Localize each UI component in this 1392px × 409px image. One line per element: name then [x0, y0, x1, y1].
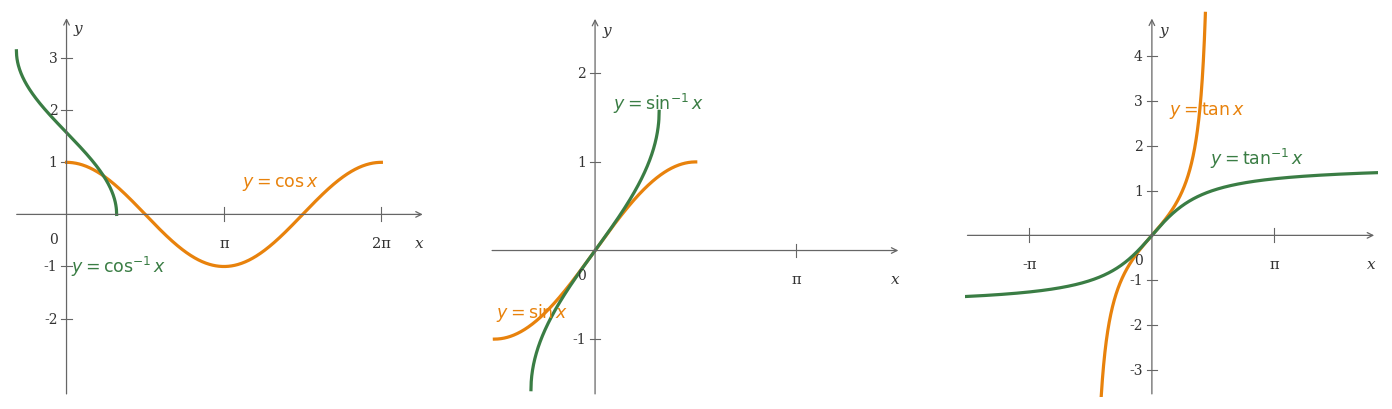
Text: 2: 2	[49, 104, 57, 118]
Text: 0: 0	[578, 268, 586, 282]
Text: -1: -1	[1129, 274, 1143, 288]
Text: 0: 0	[1134, 253, 1143, 267]
Text: 2π: 2π	[372, 236, 391, 250]
Text: $y = \cos^{-1} x$: $y = \cos^{-1} x$	[71, 254, 166, 278]
Text: 2: 2	[578, 67, 586, 81]
Text: -2: -2	[45, 312, 57, 326]
Text: π: π	[219, 236, 228, 250]
Text: y: y	[603, 24, 611, 38]
Text: x: x	[1367, 257, 1375, 271]
Text: $y = \sin^{-1} x$: $y = \sin^{-1} x$	[612, 92, 704, 115]
Text: π: π	[1270, 257, 1279, 271]
Text: 3: 3	[49, 52, 57, 66]
Text: 3: 3	[1134, 95, 1143, 109]
Text: 4: 4	[1134, 50, 1143, 64]
Text: x: x	[891, 272, 899, 286]
Text: 2: 2	[1134, 139, 1143, 153]
Text: 1: 1	[1134, 184, 1143, 198]
Text: $y = \cos x$: $y = \cos x$	[242, 174, 319, 192]
Text: 1: 1	[578, 155, 586, 169]
Text: y: y	[74, 22, 82, 36]
Text: $y = \sin x$: $y = \sin x$	[496, 301, 568, 323]
Text: π: π	[792, 272, 802, 286]
Text: $y = \tan x$: $y = \tan x$	[1169, 100, 1246, 121]
Text: -2: -2	[1129, 318, 1143, 332]
Text: $y = \tan^{-1} x$: $y = \tan^{-1} x$	[1211, 146, 1304, 170]
Text: 1: 1	[49, 156, 57, 170]
Text: -1: -1	[43, 260, 57, 274]
Text: -1: -1	[572, 332, 586, 346]
Text: x: x	[415, 236, 423, 250]
Text: 0: 0	[49, 232, 57, 246]
Text: -π: -π	[1022, 257, 1037, 271]
Text: y: y	[1160, 23, 1168, 37]
Text: -3: -3	[1129, 363, 1143, 377]
